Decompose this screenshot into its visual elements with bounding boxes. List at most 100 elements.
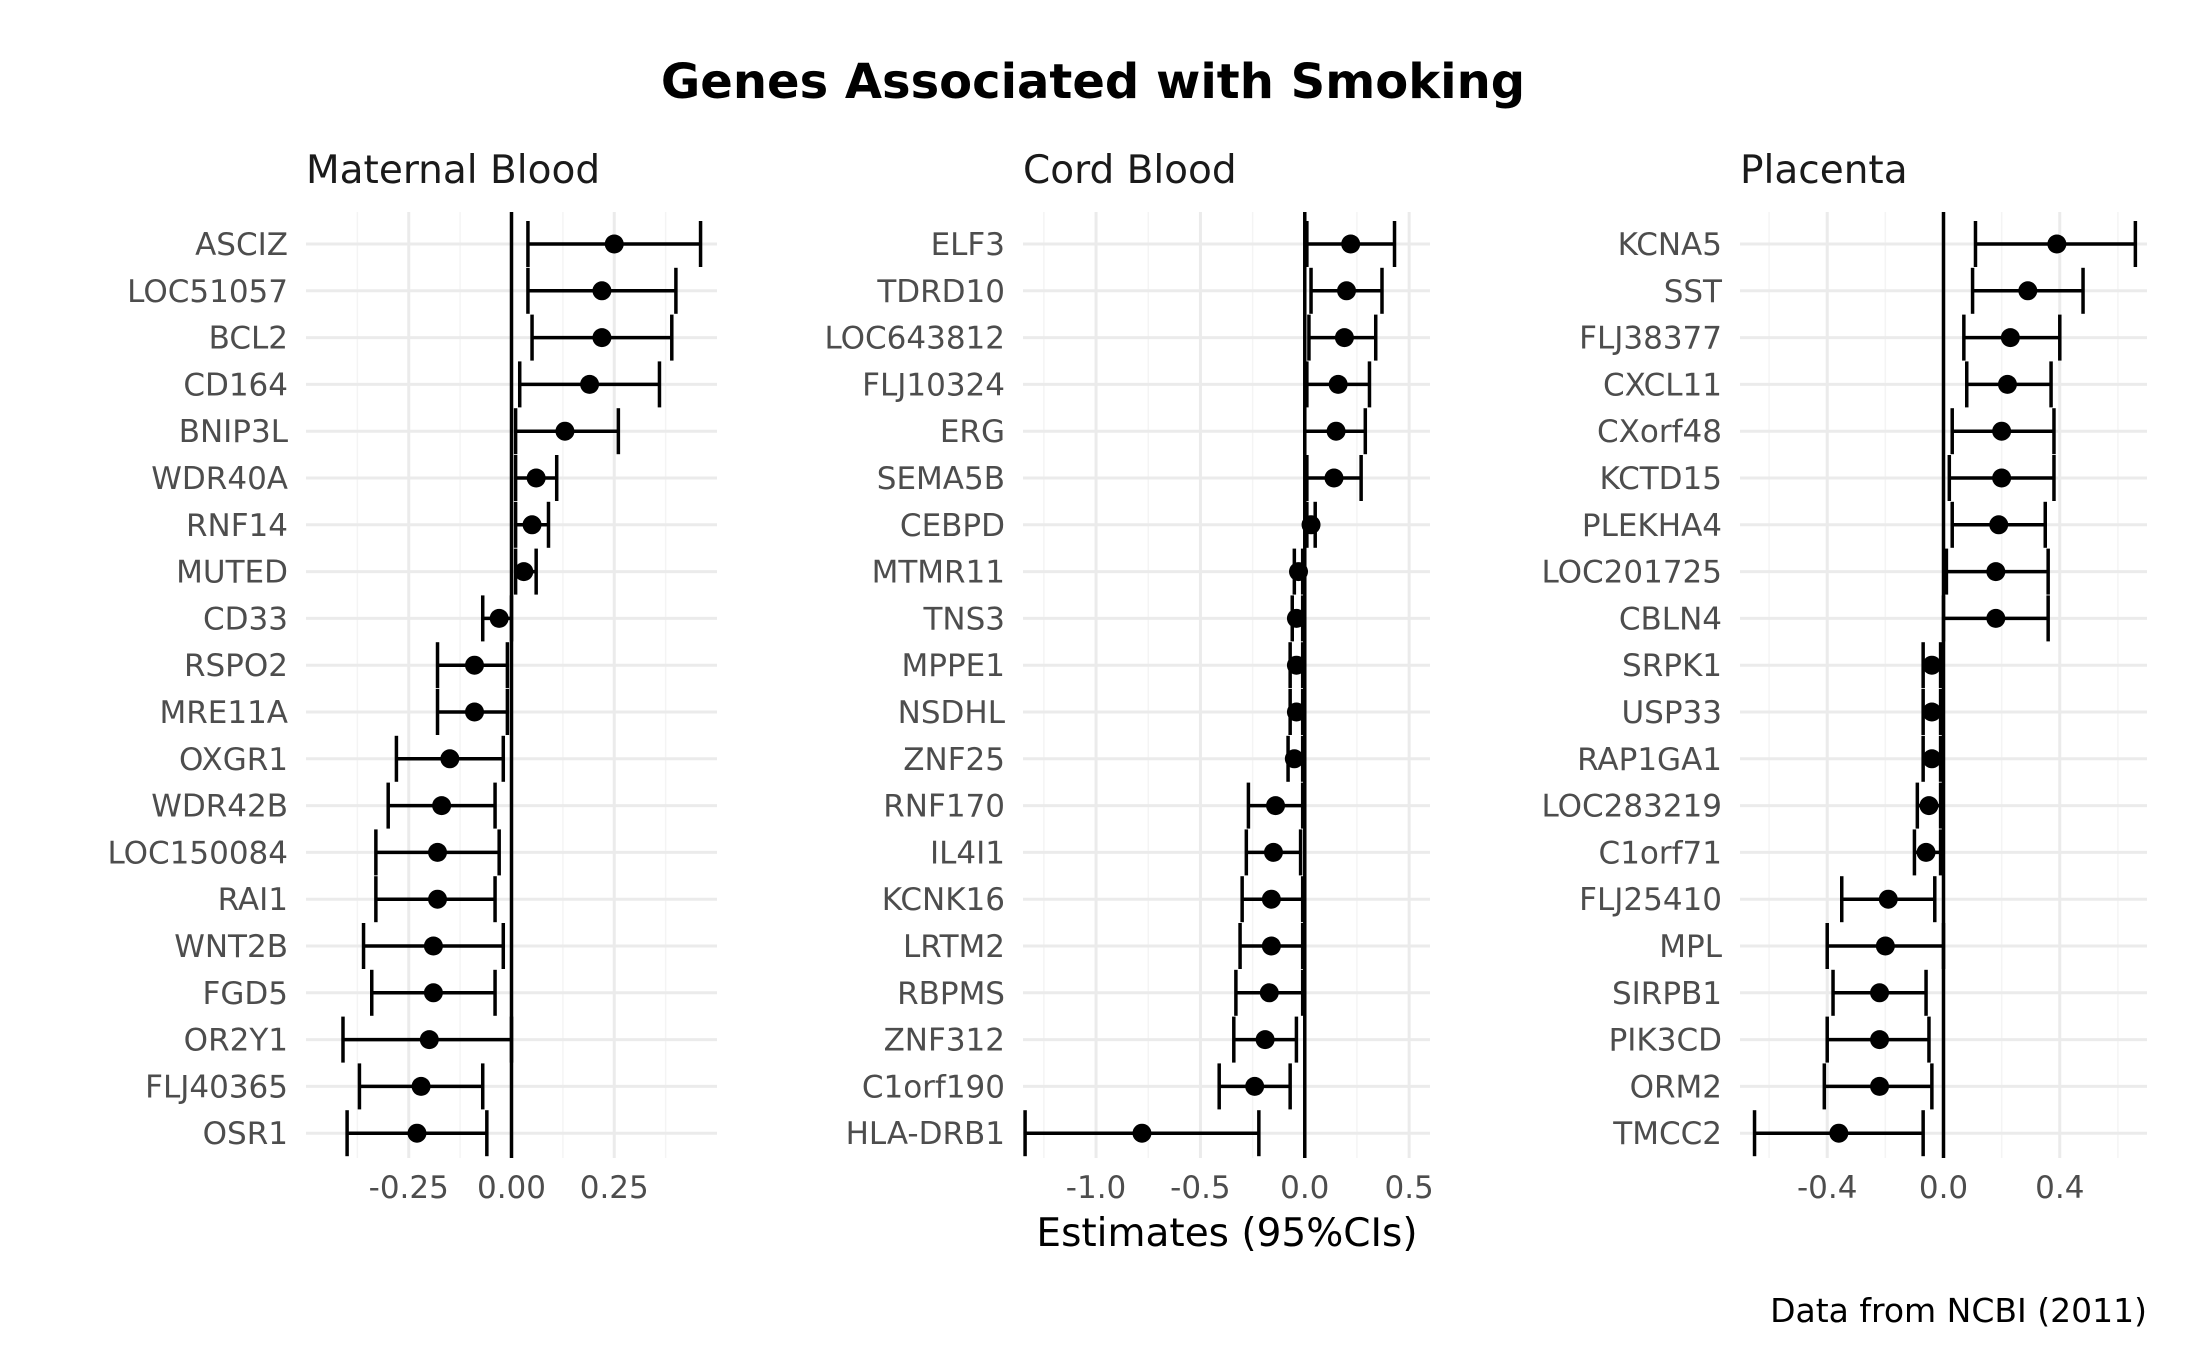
x-tick-label: 0.25 <box>580 1170 649 1206</box>
point-estimate <box>489 608 509 628</box>
point-estimate <box>604 234 624 254</box>
point-estimate <box>1324 468 1344 488</box>
point-estimate <box>1878 889 1898 909</box>
point-estimate <box>1919 796 1939 816</box>
y-tick-label: BCL2 <box>209 321 288 357</box>
y-tick-label: MUTED <box>176 555 288 591</box>
point-estimate <box>526 468 546 488</box>
y-tick-label: C1orf190 <box>862 1069 1005 1105</box>
point-estimate <box>1259 983 1279 1003</box>
point-estimate <box>1870 983 1890 1003</box>
point-estimate <box>1245 1076 1265 1096</box>
panel-maternal-blood: Maternal Blood -0.25 0.00 0.25 ASCIZ LOC51057… <box>107 148 717 1206</box>
y-tick-label: RNF170 <box>883 789 1005 825</box>
y-tick-label: KCNK16 <box>882 882 1005 918</box>
point-estimate <box>1829 1123 1849 1143</box>
x-axis-title: Estimates (95%CIs) <box>1036 1211 1417 1256</box>
caption: Data from NCBI (2011) <box>1770 1291 2147 1330</box>
x-tick-label: 0.5 <box>1384 1170 1433 1206</box>
point-estimate <box>428 889 448 909</box>
y-tick-label: FLJ40365 <box>145 1069 288 1105</box>
point-estimate <box>1286 655 1306 675</box>
y-tick-label: FLJ10324 <box>862 367 1005 403</box>
y-tick-label: ORM2 <box>1630 1069 1722 1105</box>
point-estimate <box>592 328 612 348</box>
y-tick-label: KCNA5 <box>1618 227 1722 263</box>
point-estimate <box>1286 702 1306 722</box>
point-estimate <box>1875 936 1895 956</box>
y-tick-label: MPL <box>1659 929 1722 965</box>
facet-label: Placenta <box>1740 148 1908 193</box>
x-tick-label: 0.0 <box>1280 1170 1329 1206</box>
point-estimate <box>1986 562 2006 582</box>
point-estimate <box>1326 421 1346 441</box>
point-estimate <box>1284 749 1304 769</box>
facet-label: Maternal Blood <box>306 148 600 193</box>
y-tick-label: SRPK1 <box>1622 648 1722 684</box>
y-tick-label: TMCC2 <box>1612 1116 1722 1152</box>
point-estimate <box>1337 281 1357 301</box>
point-estimate <box>1266 796 1286 816</box>
y-tick-label: NSDHL <box>898 695 1006 731</box>
point-estimate <box>465 655 485 675</box>
y-tick-label: SEMA5B <box>877 461 1005 497</box>
y-tick-label: CD164 <box>183 367 288 403</box>
y-tick-label: HLA-DRB1 <box>846 1116 1005 1152</box>
y-tick-label: CEBPD <box>900 508 1005 544</box>
y-tick-label: ZNF25 <box>903 742 1005 778</box>
point-estimate <box>514 562 534 582</box>
y-tick-label: RSPO2 <box>184 648 288 684</box>
y-tick-label: TNS3 <box>922 601 1005 637</box>
point-estimate <box>1992 468 2012 488</box>
point-estimate <box>1989 515 2009 535</box>
point-estimate <box>2000 328 2020 348</box>
point-estimate <box>411 1076 431 1096</box>
y-tick-label: BNIP3L <box>179 414 289 450</box>
point-estimate <box>1328 374 1348 394</box>
point-estimate <box>1341 234 1361 254</box>
y-tick-label: SIRPB1 <box>1612 976 1722 1012</box>
y-tick-label: CD33 <box>203 601 288 637</box>
x-tick-label: -0.25 <box>369 1170 449 1206</box>
y-tick-label: FLJ25410 <box>1579 882 1722 918</box>
y-tick-label: KCTD15 <box>1599 461 1722 497</box>
y-tick-label: MPPE1 <box>902 648 1005 684</box>
point-estimate <box>1922 702 1942 722</box>
y-tick-label: LOC51057 <box>127 274 288 310</box>
x-tick-label: -0.5 <box>1170 1170 1231 1206</box>
y-tick-label: RAI1 <box>218 882 288 918</box>
y-tick-label: CXCL11 <box>1603 367 1722 403</box>
point-estimate <box>432 796 452 816</box>
point-estimate <box>1997 374 2017 394</box>
y-tick-label: ERG <box>940 414 1005 450</box>
point-estimate <box>423 936 443 956</box>
point-estimate <box>2018 281 2038 301</box>
point-estimate <box>1870 1076 1890 1096</box>
y-tick-label: FLJ38377 <box>1579 321 1722 357</box>
y-tick-label: ELF3 <box>931 227 1005 263</box>
point-estimate <box>1870 1030 1890 1050</box>
point-estimate <box>407 1123 427 1143</box>
point-estimate <box>465 702 485 722</box>
x-tick-label: 0.00 <box>477 1170 546 1206</box>
point-estimate <box>1916 842 1936 862</box>
chart-title: Genes Associated with Smoking <box>661 54 1525 110</box>
point-estimate <box>555 421 575 441</box>
point-estimate <box>580 374 600 394</box>
y-tick-label: TDRD10 <box>876 274 1005 310</box>
y-tick-label: C1orf71 <box>1599 835 1722 871</box>
y-tick-label: LRTM2 <box>903 929 1005 965</box>
y-tick-label: RBPMS <box>897 976 1005 1012</box>
point-estimate <box>1986 608 2006 628</box>
point-estimate <box>1922 749 1942 769</box>
y-tick-label: LOC201725 <box>1541 555 1722 591</box>
y-tick-label: LOC283219 <box>1541 789 1722 825</box>
point-estimate <box>1263 842 1283 862</box>
point-estimate <box>423 983 443 1003</box>
y-tick-label: OXGR1 <box>179 742 288 778</box>
y-tick-label: WNT2B <box>174 929 288 965</box>
y-tick-label: PIK3CD <box>1609 1023 1722 1059</box>
y-tick-label: WDR40A <box>151 461 288 497</box>
point-estimate <box>1132 1123 1152 1143</box>
